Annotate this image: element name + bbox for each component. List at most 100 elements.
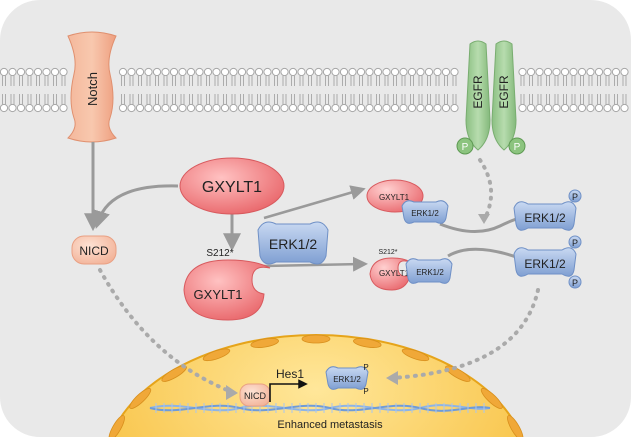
- lipid-head: [281, 104, 288, 111]
- lipid-head: [255, 68, 262, 75]
- lipid-head: [315, 68, 322, 75]
- phospho-label: P: [462, 142, 469, 153]
- lipid-head: [332, 68, 339, 75]
- complex-bottom-erk-label: ERK1/2: [416, 268, 444, 277]
- erk-kinase: ERK1/2: [258, 222, 328, 264]
- lipid-head: [561, 104, 568, 111]
- lipid-head: [408, 104, 415, 111]
- lipid-head: [60, 104, 67, 111]
- lipid-head: [196, 68, 203, 75]
- egfr-phospho-left: P: [457, 138, 473, 154]
- lipid-head: [272, 104, 279, 111]
- egfr-label-left: EGFR: [471, 75, 485, 109]
- lipid-head: [60, 68, 67, 75]
- lipid-head: [340, 104, 347, 111]
- lipid-head: [357, 104, 364, 111]
- lipid-head: [9, 68, 16, 75]
- complex-bottom-site-label: S212*: [378, 249, 397, 256]
- lipid-head: [366, 68, 373, 75]
- lipid-head: [196, 104, 203, 111]
- lipid-head: [621, 68, 628, 75]
- lipid-head: [519, 104, 526, 111]
- lipid-head: [0, 104, 7, 111]
- notch-receptor: Notch: [68, 32, 116, 142]
- lipid-head: [417, 104, 424, 111]
- erk-p1-phospho: P: [572, 192, 578, 202]
- lipid-head: [128, 68, 135, 75]
- lipid-head: [298, 68, 305, 75]
- lipid-head: [187, 104, 194, 111]
- lipid-head: [119, 104, 126, 111]
- lipid-head: [553, 104, 560, 111]
- lipid-head: [612, 104, 619, 111]
- lipid-head: [306, 104, 313, 111]
- lipid-head: [17, 68, 24, 75]
- lipid-head: [578, 68, 585, 75]
- lipid-head: [561, 68, 568, 75]
- lipid-head: [527, 104, 534, 111]
- lipid-head: [434, 104, 441, 111]
- lipid-head: [17, 104, 24, 111]
- lipid-head: [578, 104, 585, 111]
- nuclear-erk-label: ERK1/2: [333, 375, 361, 384]
- lipid-head: [264, 68, 271, 75]
- lipid-head: [153, 104, 160, 111]
- lipid-head: [247, 68, 254, 75]
- lipid-head: [170, 104, 177, 111]
- lipid-head: [315, 104, 322, 111]
- lipid-head: [366, 104, 373, 111]
- lipid-head: [136, 68, 143, 75]
- lipid-head: [587, 104, 594, 111]
- lipid-head: [136, 104, 143, 111]
- lipid-head: [170, 68, 177, 75]
- lipid-head: [247, 104, 254, 111]
- lipid-head: [0, 68, 7, 75]
- lipid-head: [442, 68, 449, 75]
- lipid-head: [230, 104, 237, 111]
- lipid-head: [553, 68, 560, 75]
- lipid-head: [213, 104, 220, 111]
- egfr-label-right: EGFR: [497, 75, 511, 109]
- lipid-head: [323, 104, 330, 111]
- gxylt1-label: GXYLT1: [202, 179, 262, 196]
- lipid-head: [425, 68, 432, 75]
- lipid-head: [272, 68, 279, 75]
- lipid-head: [349, 68, 356, 75]
- nuclear-erk-phospho-2: P: [363, 387, 368, 396]
- lipid-head: [451, 68, 458, 75]
- lipid-head: [179, 68, 186, 75]
- lipid-head: [204, 68, 211, 75]
- nuclear-erk-phospho-1: P: [363, 363, 368, 372]
- lipid-head: [281, 68, 288, 75]
- lipid-head: [544, 104, 551, 111]
- lipid-head: [34, 68, 41, 75]
- lipid-head: [434, 68, 441, 75]
- hes1-label: Hes1: [276, 367, 304, 381]
- nuclear-pore: [302, 335, 330, 343]
- lipid-head: [51, 68, 58, 75]
- lipid-head: [340, 68, 347, 75]
- lipid-head: [230, 68, 237, 75]
- lipid-head: [306, 68, 313, 75]
- lipid-head: [604, 68, 611, 75]
- cleavage-site-label: S212*: [206, 248, 233, 259]
- lipid-head: [323, 68, 330, 75]
- erk-p1-label: ERK1/2: [524, 211, 566, 225]
- complex-top-gxylt1-label: GXYLT1: [379, 193, 410, 202]
- lipid-head: [221, 68, 228, 75]
- lipid-head: [621, 104, 628, 111]
- lipid-head: [536, 104, 543, 111]
- erk-label: ERK1/2: [269, 236, 317, 252]
- lipid-head: [119, 68, 126, 75]
- lipid-head: [544, 68, 551, 75]
- nicd-protein: NICD: [72, 236, 116, 264]
- gxylt1-enzyme: GXYLT1: [180, 158, 284, 214]
- erk-p2-label: ERK1/2: [524, 257, 566, 271]
- lipid-head: [349, 104, 356, 111]
- gxylt1-cleaved-label: GXYLT1: [194, 287, 243, 302]
- lipid-head: [374, 104, 381, 111]
- lipid-head: [298, 104, 305, 111]
- complex-top-erk-label: ERK1/2: [411, 209, 439, 218]
- lipid-head: [26, 104, 33, 111]
